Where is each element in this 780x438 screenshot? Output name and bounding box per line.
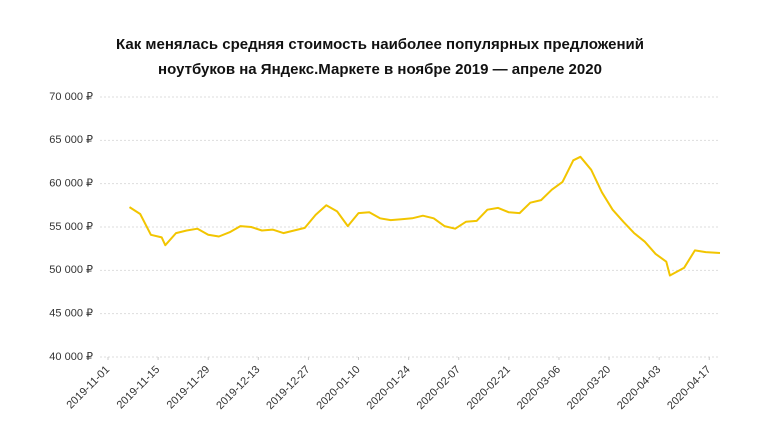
x-tick-label: 2020-03-06 (515, 364, 563, 412)
x-tick-label: 2019-11-01 (64, 364, 112, 412)
y-tick-label: 70 000 ₽ (49, 91, 93, 103)
x-tick-label: 2020-04-03 (615, 364, 663, 412)
y-tick-label: 55 000 ₽ (49, 221, 93, 233)
x-tick-label: 2020-02-07 (415, 364, 463, 412)
x-tick-label: 2020-03-20 (565, 364, 613, 412)
x-tick-label: 2019-12-13 (214, 364, 262, 412)
x-tick-label: 2020-04-17 (665, 364, 713, 412)
y-tick-label: 60 000 ₽ (49, 178, 93, 190)
chart-title: Как менялась средняя стоимость наиболее … (116, 36, 644, 53)
x-tick-label: 2020-02-21 (465, 364, 513, 412)
x-tick-label: 2020-01-24 (365, 364, 413, 412)
line-series (128, 155, 721, 277)
x-tick-label: 2019-11-15 (115, 364, 163, 412)
y-tick-label: 50 000 ₽ (49, 264, 93, 276)
y-tick-label: 65 000 ₽ (49, 134, 93, 146)
x-tick-label: 2019-12-27 (264, 364, 312, 412)
x-tick-label: 2020-01-10 (314, 364, 362, 412)
y-tick-label: 45 000 ₽ (49, 308, 93, 320)
y-tick-label: 40 000 ₽ (49, 351, 93, 363)
chart-title: ноутбуков на Яндекс.Маркете в ноябре 201… (158, 61, 602, 78)
x-tick-label: 2019-11-29 (165, 364, 213, 412)
